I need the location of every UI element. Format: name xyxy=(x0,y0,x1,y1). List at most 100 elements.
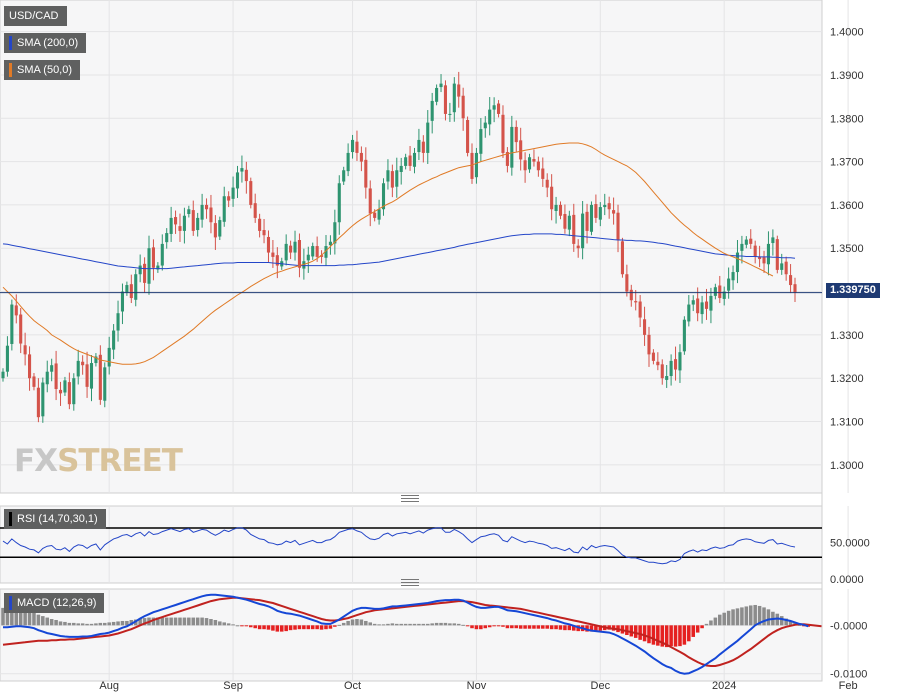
macd-histogram-bar xyxy=(722,612,726,626)
candle-body xyxy=(227,196,231,201)
macd-histogram-bar xyxy=(731,609,735,626)
candle-body xyxy=(713,287,717,296)
rsi-swatch xyxy=(9,512,12,526)
macd-histogram-bar xyxy=(204,618,209,626)
macd-histogram-bar xyxy=(337,624,342,626)
candle-body xyxy=(41,382,45,417)
watermark-fx: FX xyxy=(14,443,58,479)
candle-body xyxy=(315,246,319,257)
candle-body xyxy=(262,230,266,236)
x-tick-label: Oct xyxy=(344,680,361,692)
candle-body xyxy=(536,161,540,171)
macd-histogram-bar xyxy=(558,625,563,630)
price-tick-label: 1.4000 xyxy=(830,27,864,39)
candle-body xyxy=(740,243,744,251)
candle-body xyxy=(735,252,740,273)
candle-body xyxy=(138,265,142,275)
candle-body xyxy=(271,252,275,257)
candle-body xyxy=(762,257,766,264)
candle-body xyxy=(399,165,403,172)
candle-body xyxy=(32,376,36,387)
sma200-swatch xyxy=(9,36,12,50)
macd-histogram-bar xyxy=(372,623,377,626)
candle-body xyxy=(731,272,735,281)
macd-legend-text: MACD (12,26,9) xyxy=(17,597,97,609)
pane-1-background xyxy=(0,505,823,584)
macd-histogram-bar xyxy=(284,625,288,632)
candle-body xyxy=(390,171,394,188)
symbol-label: USD/CAD xyxy=(4,6,67,26)
macd-histogram-bar xyxy=(443,622,448,626)
candle-body xyxy=(311,246,315,257)
macd-histogram-bar xyxy=(319,625,324,630)
macd-histogram-bar xyxy=(527,625,532,629)
candle-body xyxy=(483,122,487,129)
rsi-pane-resize-handle[interactable] xyxy=(401,495,419,502)
macd-histogram-bar xyxy=(757,605,762,626)
macd-histogram-bar xyxy=(23,609,27,626)
x-tick-label: Dec xyxy=(591,680,611,692)
macd-histogram-bar xyxy=(151,617,156,626)
macd-histogram-bar xyxy=(456,623,461,626)
candle-body xyxy=(54,363,58,390)
candle-body xyxy=(209,207,213,223)
candle-body xyxy=(76,360,80,377)
macd-histogram-bar xyxy=(386,623,390,626)
candle-body xyxy=(479,129,483,154)
rsi-tick-label: 0.0000 xyxy=(830,574,864,586)
watermark-street: STREET xyxy=(57,443,183,479)
x-tick-label: Nov xyxy=(467,680,487,692)
macd-histogram-bar xyxy=(58,621,63,626)
candle-body xyxy=(284,243,288,261)
macd-histogram-bar xyxy=(700,625,704,629)
macd-histogram-bar xyxy=(726,610,731,626)
price-tick-label: 1.3000 xyxy=(830,460,864,472)
macd-histogram-bar xyxy=(32,612,36,626)
macd-histogram-bar xyxy=(240,625,244,627)
macd-histogram-bar xyxy=(492,625,496,627)
price-tick-label: 1.3700 xyxy=(830,157,864,169)
candle-body xyxy=(240,168,244,172)
candle-body xyxy=(253,203,257,218)
macd-histogram-bar xyxy=(116,621,120,626)
macd-histogram-bar xyxy=(682,625,687,645)
candle-body xyxy=(19,314,23,344)
price-tick-label: 1.3500 xyxy=(830,243,864,255)
candle-body xyxy=(249,181,253,205)
symbol-label-text: USD/CAD xyxy=(9,10,59,22)
candle-body xyxy=(545,179,549,188)
macd-histogram-bar xyxy=(669,625,673,647)
candle-body xyxy=(302,261,306,269)
macd-histogram-bar xyxy=(633,625,638,638)
candle-body xyxy=(709,295,713,311)
macd-pane-resize-handle[interactable] xyxy=(401,579,419,586)
macd-histogram-bar xyxy=(249,625,253,628)
macd-histogram-bar xyxy=(647,625,651,644)
current-price-badge: 1.339750 xyxy=(826,283,880,298)
candle-body xyxy=(421,141,425,153)
sma50-legend: SMA (50,0) xyxy=(4,60,81,80)
candle-body xyxy=(200,204,204,220)
macd-histogram-bar xyxy=(169,617,173,626)
candle-body xyxy=(94,356,98,364)
macd-histogram-bar xyxy=(107,622,111,626)
macd-histogram-bar xyxy=(403,623,408,626)
candle-body xyxy=(1,371,5,379)
macd-histogram-bar xyxy=(302,625,306,630)
candle-body xyxy=(342,170,346,182)
candle-body xyxy=(612,210,616,214)
macd-histogram-bar xyxy=(718,614,722,626)
macd-histogram-bar xyxy=(465,625,470,627)
macd-histogram-bar xyxy=(395,623,399,626)
candle-body xyxy=(204,204,209,210)
candle-body xyxy=(461,95,465,119)
candle-body xyxy=(275,255,279,266)
macd-histogram-bar xyxy=(195,617,200,626)
candle-body xyxy=(297,240,301,268)
sma200-legend-text: SMA (200,0) xyxy=(17,37,79,49)
pane-0-background xyxy=(0,0,823,494)
macd-histogram-bar xyxy=(72,622,76,626)
candle-body xyxy=(510,126,514,168)
macd-histogram-bar xyxy=(76,623,80,626)
